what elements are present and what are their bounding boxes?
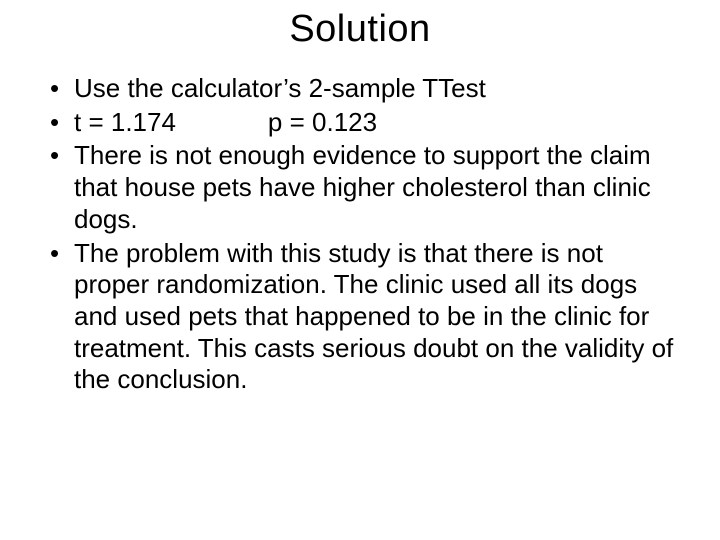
bullet-3: There is not enough evidence to support … — [44, 140, 680, 235]
slide: Solution Use the calculator’s 2-sample T… — [0, 0, 720, 540]
bullet-4: The problem with this study is that ther… — [44, 238, 680, 397]
bullet-list: Use the calculator’s 2-sample TTest t = … — [40, 73, 680, 396]
bullet-2: t = 1.174 p = 0.123 — [44, 107, 680, 139]
p-value: p = 0.123 — [268, 107, 377, 137]
slide-title: Solution — [40, 8, 680, 51]
t-stat: t = 1.174 — [74, 107, 176, 137]
bullet-1: Use the calculator’s 2-sample TTest — [44, 73, 680, 105]
